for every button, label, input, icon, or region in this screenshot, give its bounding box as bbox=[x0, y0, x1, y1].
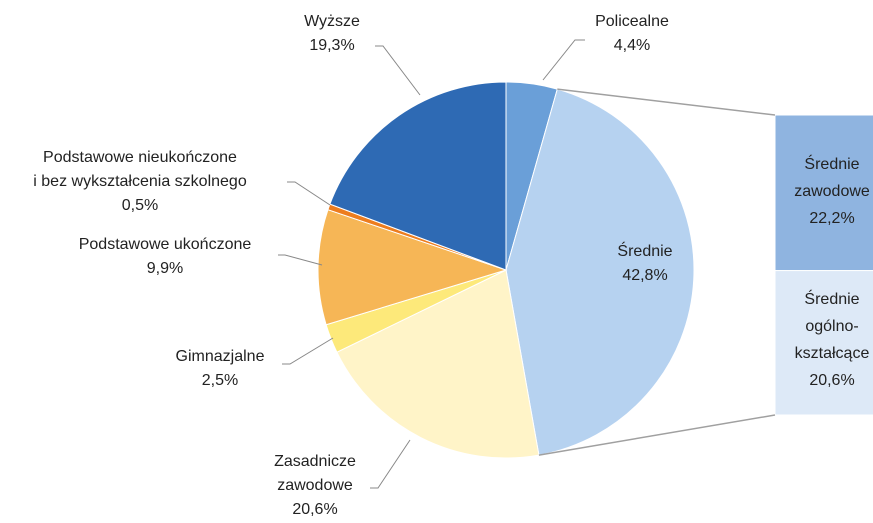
slice-label: Wyższe bbox=[304, 13, 360, 30]
bar-segment bbox=[774, 114, 873, 272]
slice-value-label: 20,6% bbox=[292, 501, 337, 518]
leader-line bbox=[370, 439, 411, 489]
bar-label: Średnie bbox=[804, 289, 859, 308]
leader-line bbox=[542, 39, 585, 81]
slice-label: Zasadnicze bbox=[274, 453, 356, 470]
slice-value-label: 19,3% bbox=[309, 37, 354, 54]
bar-label: ogólno- bbox=[805, 318, 858, 335]
slice-value-label: 4,4% bbox=[614, 37, 650, 54]
slice-value-label: 9,9% bbox=[147, 260, 183, 277]
pie-slice bbox=[505, 88, 695, 456]
slice-label: zawodowe bbox=[277, 477, 353, 494]
bar-value-label: 22,2% bbox=[809, 210, 854, 227]
leader-line bbox=[278, 254, 323, 266]
slice-label: Policealne bbox=[595, 13, 669, 30]
slice-label: i bez wykształcenia szkolnego bbox=[33, 173, 247, 190]
pie-slice bbox=[329, 81, 507, 271]
leader-line bbox=[282, 337, 334, 365]
slice-label: Gimnazjalne bbox=[176, 348, 265, 365]
bar-label: Średnie bbox=[804, 154, 859, 173]
pie-slice bbox=[336, 269, 540, 459]
bar-segment bbox=[774, 270, 873, 416]
leader-line bbox=[375, 45, 421, 96]
connector-line bbox=[538, 414, 776, 456]
bar-label: zawodowe bbox=[794, 183, 870, 200]
slice-label: Podstawowe nieukończone bbox=[43, 149, 237, 166]
slice-label: Średnie bbox=[617, 241, 672, 260]
slice-value-label: 42,8% bbox=[622, 267, 667, 284]
slice-value-label: 0,5% bbox=[122, 197, 158, 214]
leader-line bbox=[287, 181, 331, 206]
bar-value-label: 20,6% bbox=[809, 372, 854, 389]
slice-value-label: 2,5% bbox=[202, 372, 238, 389]
bar-label: kształcące bbox=[795, 345, 870, 362]
slice-label: Podstawowe ukończone bbox=[79, 236, 252, 253]
connector-line bbox=[557, 88, 776, 116]
pie-slice bbox=[317, 209, 508, 326]
